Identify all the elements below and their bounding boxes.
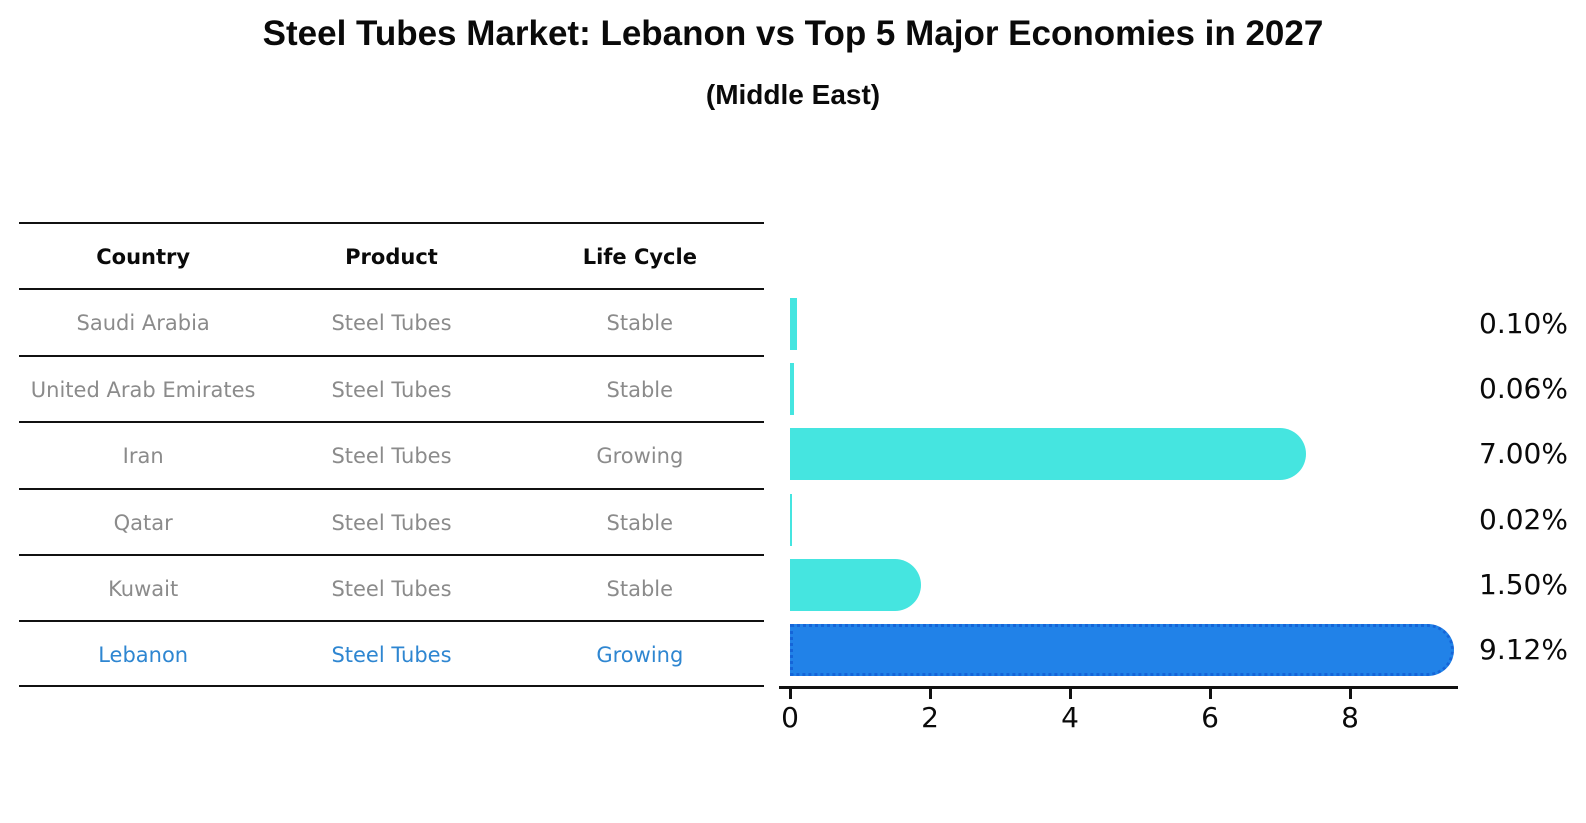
bar-value-label: 7.00% bbox=[1479, 437, 1568, 471]
table-header-row: Country Product Life Cycle bbox=[19, 222, 764, 288]
bar-value-label: 0.10% bbox=[1479, 307, 1568, 340]
table-row: Lebanon Steel Tubes Growing bbox=[19, 620, 764, 687]
table-row: Qatar Steel Tubes Stable bbox=[19, 487, 764, 554]
country-table: Country Product Life Cycle Saudi Arabia Stee… bbox=[19, 222, 764, 687]
table-cell-country: Kuwait bbox=[108, 576, 179, 601]
table-header-cell: Product bbox=[345, 245, 438, 269]
bar-value-label: 0.06% bbox=[1479, 372, 1568, 406]
x-axis-tick-label: 8 bbox=[1341, 701, 1359, 734]
x-axis-tick-label: 2 bbox=[921, 701, 939, 734]
table-cell-product: Steel Tubes bbox=[331, 510, 452, 535]
table-cell-product: Steel Tubes bbox=[331, 643, 452, 668]
bar-value-label: 1.50% bbox=[1479, 567, 1568, 601]
table-cell-country: Lebanon bbox=[98, 643, 189, 668]
table-row: Kuwait Steel Tubes Stable bbox=[19, 553, 764, 620]
bar-highlight bbox=[790, 624, 1455, 676]
table-cell-country: United Arab Emirates bbox=[30, 377, 256, 402]
table-row: Saudi Arabia Steel Tubes Stable bbox=[19, 288, 764, 354]
x-axis-line bbox=[779, 686, 1458, 689]
bar bbox=[790, 298, 797, 350]
table-cell-life-cycle: Stable bbox=[606, 576, 674, 601]
table-cell-country: Iran bbox=[122, 444, 164, 469]
table-cell-product: Steel Tubes bbox=[331, 311, 452, 336]
table-header-cell: Country bbox=[96, 245, 191, 269]
table-cell-product: Steel Tubes bbox=[331, 444, 452, 469]
table-row: Iran Steel Tubes Growing bbox=[19, 421, 764, 487]
table-header-cell: Life Cycle bbox=[582, 245, 697, 269]
table-cell-life-cycle: Stable bbox=[606, 377, 674, 402]
x-axis-tick-label: 6 bbox=[1201, 701, 1219, 734]
x-axis-tick bbox=[789, 689, 792, 699]
x-axis-tick bbox=[1349, 689, 1352, 699]
chart-title: Steel Tubes Market: Lebanon vs Top 5 Maj… bbox=[262, 14, 1324, 53]
chart-subtitle: (Middle East) bbox=[705, 79, 881, 110]
table-cell-life-cycle: Growing bbox=[596, 643, 684, 668]
x-axis-tick bbox=[1209, 689, 1212, 699]
bar bbox=[790, 428, 1306, 481]
x-axis-tick bbox=[1069, 689, 1072, 699]
x-axis-tick bbox=[929, 689, 932, 699]
table-cell-country: Qatar bbox=[113, 510, 173, 535]
x-axis-tick-label: 4 bbox=[1061, 701, 1079, 734]
bar bbox=[790, 558, 921, 611]
table-cell-life-cycle: Stable bbox=[606, 311, 674, 336]
table-row: United Arab Emirates Steel Tubes Stable bbox=[19, 354, 764, 421]
table-cell-product: Steel Tubes bbox=[331, 576, 452, 601]
table-cell-life-cycle: Growing bbox=[596, 444, 684, 469]
bar-value-label: 0.02% bbox=[1479, 502, 1568, 536]
bar bbox=[790, 363, 795, 416]
table-cell-life-cycle: Stable bbox=[606, 510, 674, 535]
table-cell-product: Steel Tubes bbox=[331, 377, 452, 402]
bar-value-label: 9.12% bbox=[1479, 633, 1568, 666]
table-cell-country: Saudi Arabia bbox=[76, 311, 210, 336]
x-axis-tick-label: 0 bbox=[781, 701, 799, 734]
bar bbox=[790, 493, 792, 546]
